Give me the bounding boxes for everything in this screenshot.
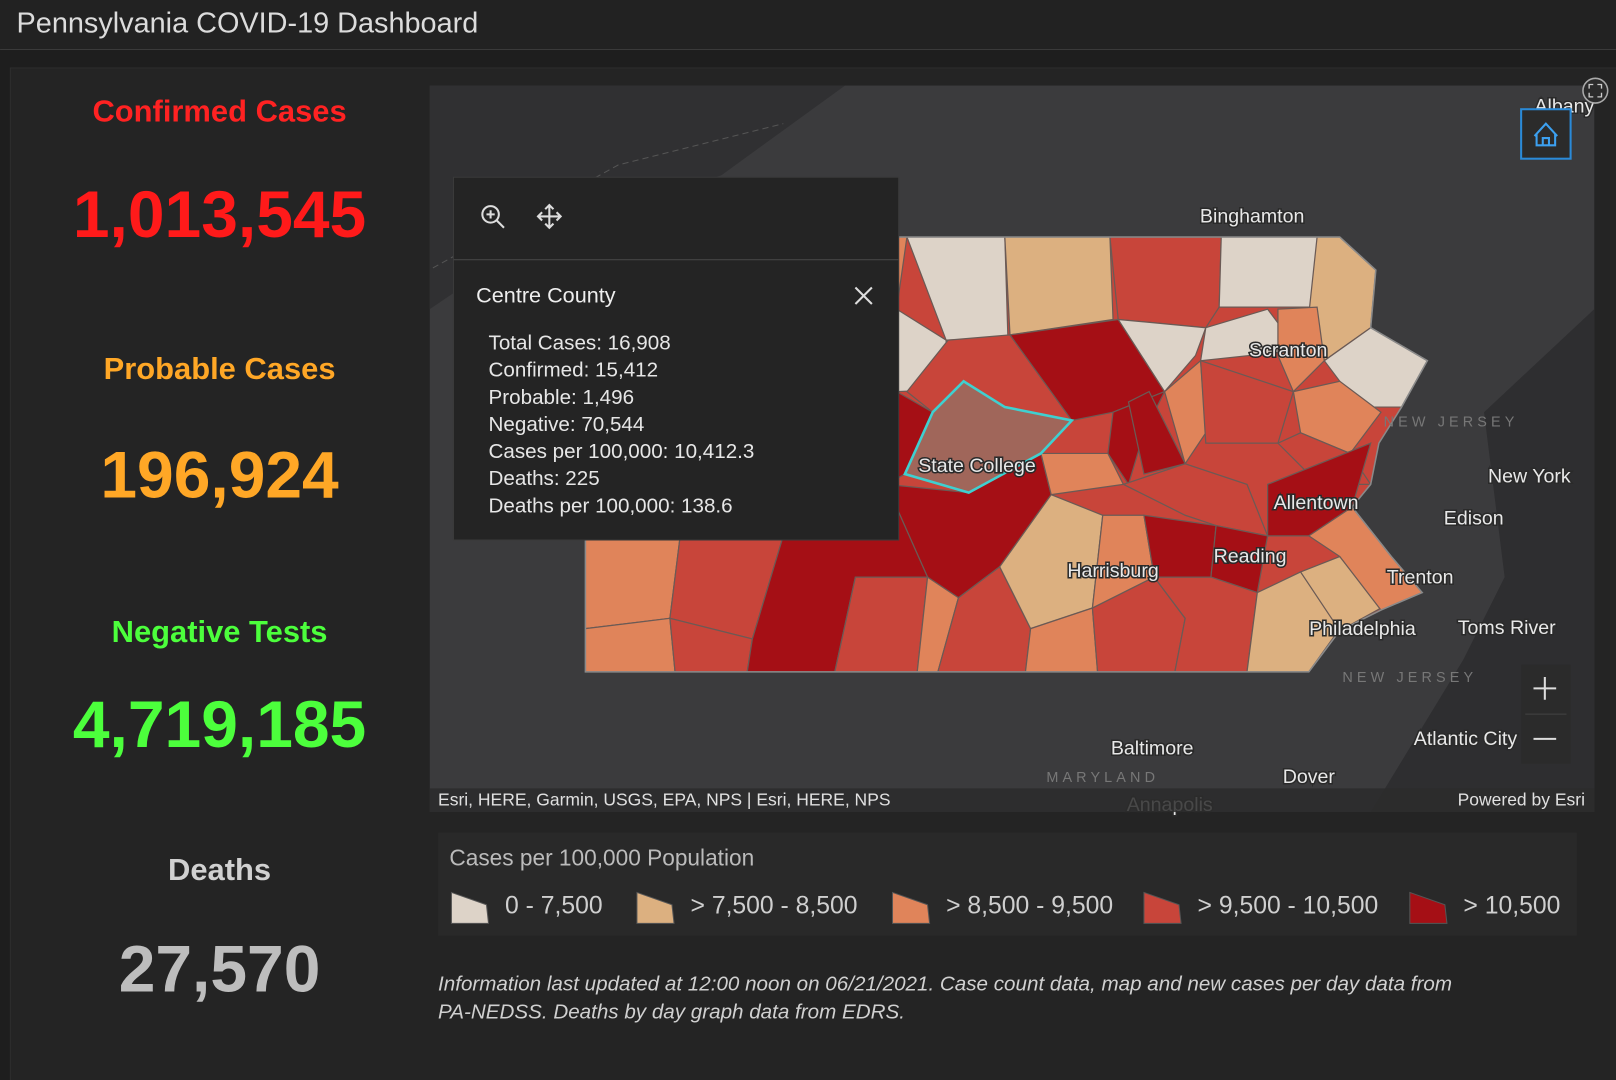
place-label: Harrisburg: [1067, 560, 1158, 582]
county[interactable]: [1004, 237, 1114, 336]
zoom-icon: [481, 205, 500, 224]
stat-value: 4,719,185: [73, 687, 366, 761]
county[interactable]: [916, 576, 960, 672]
legend-swatch: [891, 891, 931, 924]
footnote: PA-NEDSS. Deaths by day graph data from …: [438, 1000, 905, 1023]
popup-title: Centre County: [476, 283, 616, 308]
place-label: Reading: [1214, 546, 1287, 568]
popup-line: Deaths: 225: [489, 467, 600, 490]
place-label: Toms River: [1458, 617, 1556, 639]
attribution: Esri, HERE, Garmin, USGS, EPA, NPS | Esr…: [438, 789, 891, 809]
border: [432, 123, 784, 269]
stat-value: 1,013,545: [73, 177, 366, 251]
home-box: [1520, 108, 1572, 160]
zoom-icon-lines: [486, 210, 505, 229]
popup-box: [452, 176, 900, 541]
county[interactable]: [585, 535, 681, 630]
popup-line: Probable: 1,496: [489, 386, 635, 409]
county[interactable]: [834, 576, 929, 672]
legend-panel: [438, 832, 1577, 936]
popup-line: Total Cases: 16,908: [489, 332, 671, 355]
county[interactable]: [585, 617, 676, 672]
zoom-in[interactable]: [1533, 677, 1557, 700]
place-label: Scranton: [1249, 340, 1327, 362]
popup-line: Confirmed: 15,412: [489, 359, 659, 382]
county[interactable]: [669, 617, 754, 672]
region-label: NEW JERSEY: [1384, 414, 1519, 430]
county[interactable]: [1109, 237, 1222, 329]
popup-line: Deaths per 100,000: 138.6: [489, 494, 733, 517]
popup: Centre County Total Cases: 16,908 Confirm…: [452, 176, 900, 541]
home-icon: [1533, 122, 1558, 147]
popup-line: Negative: 70,544: [489, 413, 645, 436]
footnote: Information last updated at 12:00 noon o…: [438, 973, 1452, 996]
popup-lines: Total Cases: 16,908 Confirmed: 15,412 Prob…: [489, 332, 755, 518]
place-label: Binghamton: [1200, 206, 1305, 228]
popup-zoom[interactable]: [481, 205, 505, 229]
legend-swatch: [1409, 891, 1448, 924]
legend-label: 0 - 7,500: [505, 892, 603, 919]
legend: 0 - 7,500 > 7,500 - 8,500 > 8,500 - 9,500 >…: [450, 891, 1560, 924]
home-button[interactable]: [1520, 108, 1572, 160]
place-label: Atlantic City: [1414, 728, 1518, 750]
place-label: State College: [918, 455, 1036, 477]
state-outline: [584, 236, 1429, 673]
stat-value: 196,924: [100, 438, 339, 512]
place-label: Trenton: [1387, 566, 1454, 588]
place-label: Dover: [1283, 766, 1336, 788]
zoom-controls[interactable]: [1521, 664, 1571, 764]
fullscreen-button[interactable]: [1582, 77, 1609, 104]
place-label: Philadelphia: [1309, 618, 1416, 640]
stat-label: Negative Tests: [112, 614, 328, 649]
county[interactable]: [1218, 237, 1318, 308]
map[interactable]: Albany Binghamton Scranton State College…: [429, 77, 1609, 818]
legend-swatch: [636, 891, 675, 924]
legend-label: > 8,500 - 9,500: [946, 892, 1113, 919]
county[interactable]: [1116, 318, 1207, 393]
legend-label: > 7,500 - 8,500: [691, 892, 858, 919]
county[interactable]: [1277, 306, 1325, 393]
place-label: Edison: [1444, 508, 1504, 530]
fullscreen-icon: [1588, 83, 1603, 98]
popup-pan[interactable]: [536, 203, 563, 230]
popup-close[interactable]: [854, 286, 873, 305]
fullscreen-circle: [1582, 77, 1609, 104]
county[interactable]: [1153, 576, 1258, 672]
stat-value: 27,570: [119, 931, 321, 1005]
region-label: NEW JERSEY: [1342, 670, 1477, 686]
place-label: Allentown: [1274, 492, 1359, 514]
legend-title: Cases per 100,000 Population: [449, 844, 754, 870]
stat-label: Confirmed Cases: [92, 94, 346, 129]
selected-county[interactable]: [903, 379, 1075, 494]
powered-by[interactable]: Powered by Esri: [1458, 789, 1585, 809]
place-label: New York: [1488, 465, 1571, 487]
county[interactable]: [1292, 380, 1382, 455]
legend-label: > 9,500 - 10,500: [1198, 892, 1379, 919]
place-label: Baltimore: [1111, 737, 1194, 759]
stat-label: Deaths: [168, 852, 271, 887]
legend-swatch: [1143, 891, 1182, 924]
stat-label: Probable Cases: [104, 351, 336, 386]
legend-swatch: [450, 891, 490, 924]
header-title: Pennsylvania COVID-19 Dashboard: [17, 7, 479, 39]
attribution-bar: [429, 788, 1595, 813]
county[interactable]: [1024, 607, 1099, 672]
header-bar: [0, 0, 1616, 50]
region-label: MARYLAND: [1046, 770, 1159, 786]
popup-line: Cases per 100,000: 10,412.3: [489, 440, 755, 463]
legend-label: > 10,500: [1463, 892, 1560, 919]
